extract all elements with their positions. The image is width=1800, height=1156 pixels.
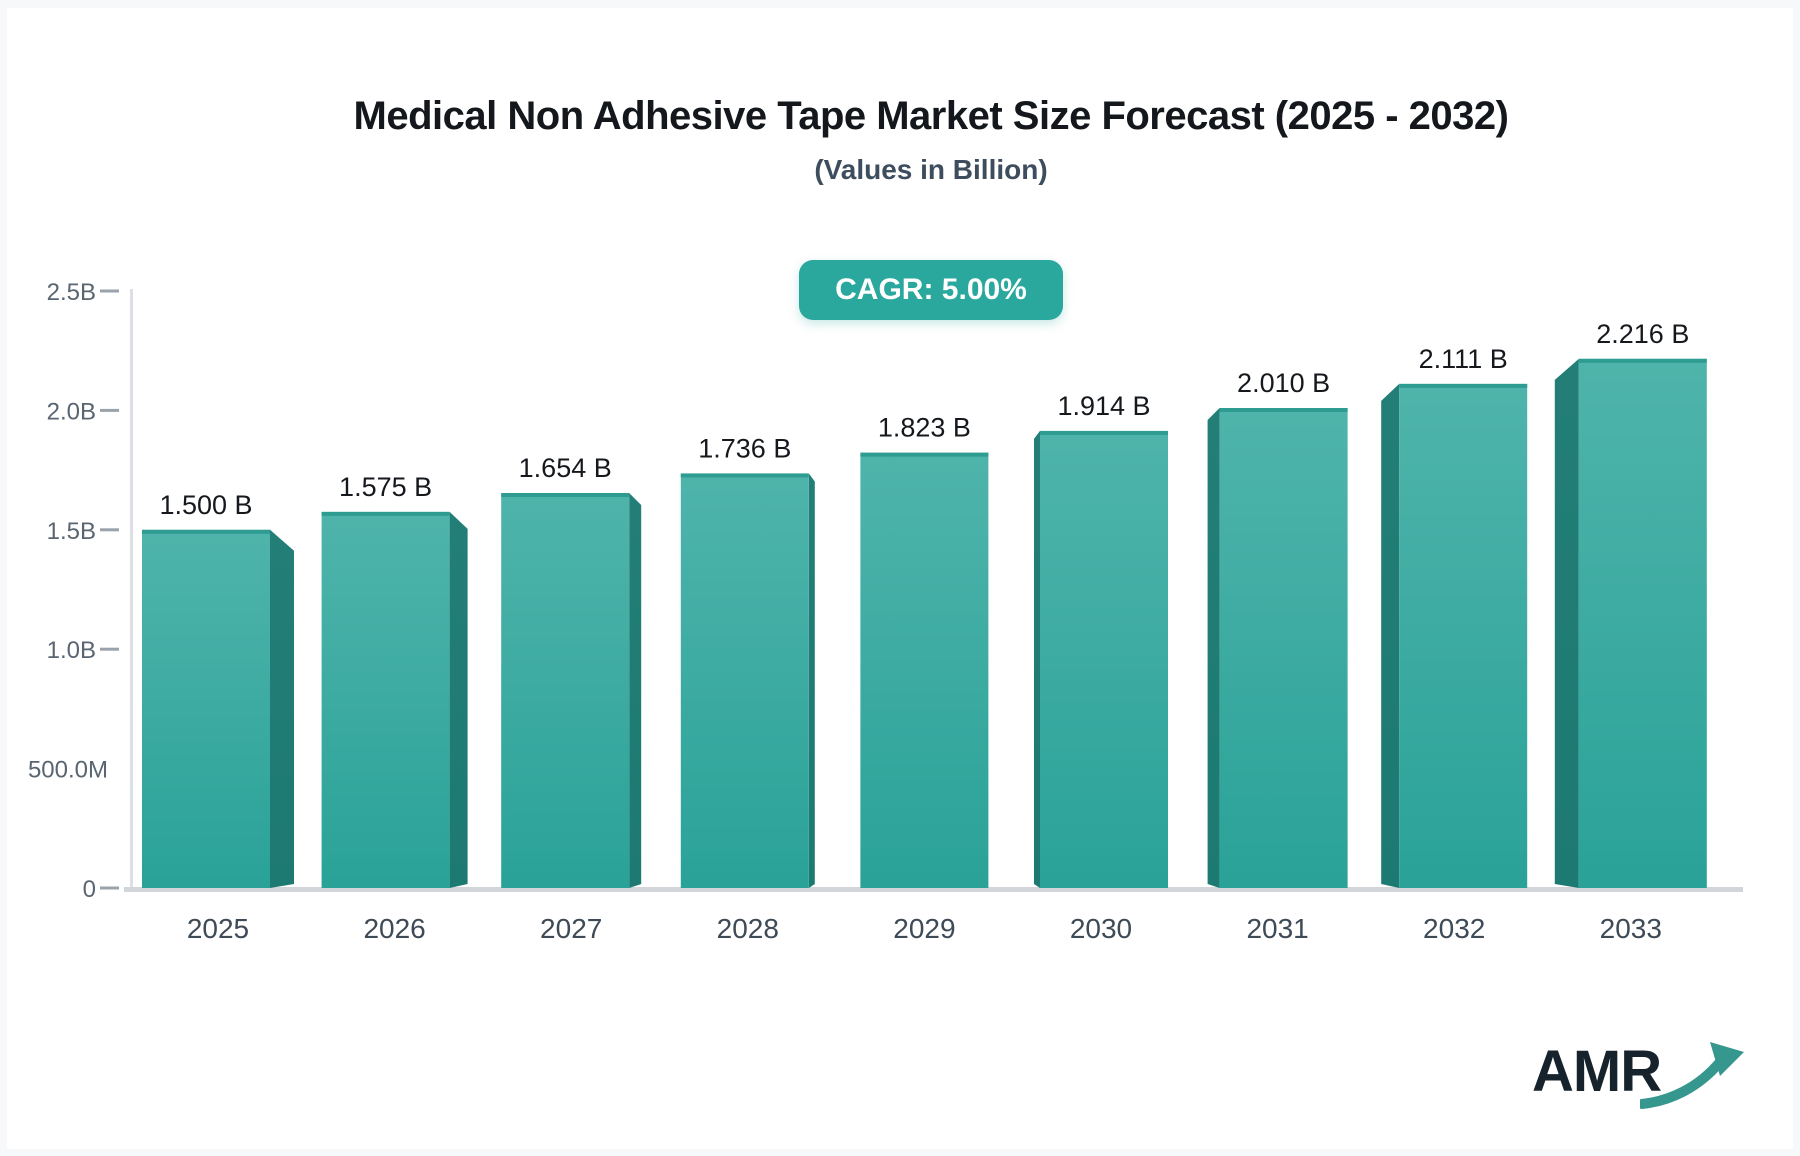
bar <box>680 473 809 888</box>
bar-value-label: 1.500 B <box>159 490 252 520</box>
bar-value-label: 1.654 B <box>519 453 612 483</box>
bar-top-edge <box>1219 408 1348 413</box>
bar-top-edge <box>1399 383 1528 388</box>
y-tick-label: 0 <box>83 876 96 903</box>
x-tick-label: 2028 <box>717 913 779 944</box>
chart-labels: 1.500 B 2025 1.575 B 2026 1.654 B 2027 1.736 B… <box>159 319 1689 944</box>
bar <box>142 529 270 888</box>
chart-card: Medical Non Adhesive Tape Market Size Fo… <box>7 8 1793 1149</box>
x-tick-label: 2025 <box>187 913 249 944</box>
bar-value-label: 2.216 B <box>1596 319 1689 349</box>
chart-title: Medical Non Adhesive Tape Market Size Fo… <box>353 94 1509 138</box>
y-tick-label: 2.0B <box>47 398 96 425</box>
y-tick-label: 1.0B <box>47 637 96 664</box>
bar-top-edge <box>1040 430 1168 435</box>
bar-top-edge <box>680 473 809 478</box>
bar-value-label: 2.111 B <box>1419 344 1508 374</box>
x-tick-label: 2033 <box>1600 913 1662 944</box>
chart-axes: 0 500.0M 1.0B 1.5B 2.0B 2.5B <box>28 279 1743 903</box>
bar-side-face <box>270 529 294 888</box>
x-tick-label: 2030 <box>1070 913 1132 944</box>
bar-side-face <box>629 493 642 888</box>
bar <box>321 511 450 888</box>
cagr-badge-wrap: CAGR: 5.00% <box>31 260 1800 320</box>
bar-value-label: 1.823 B <box>878 413 971 443</box>
bar <box>1219 408 1348 888</box>
bar-top-edge <box>501 493 630 498</box>
chart-subtitle: (Values in Billion) <box>814 154 1048 185</box>
cagr-badge: CAGR: 5.00% <box>799 260 1063 320</box>
bar <box>1578 358 1707 888</box>
bar <box>501 493 630 888</box>
brand-logo-text: AMR <box>1532 1039 1662 1104</box>
bar-value-label: 2.010 B <box>1237 368 1330 398</box>
y-tick-label: 500.0M <box>28 757 108 784</box>
y-tick-label: 2.5B <box>47 279 96 306</box>
bar-side-face <box>1381 383 1400 888</box>
bar-side-face <box>449 511 468 888</box>
y-tick-dash <box>100 647 119 651</box>
bar-value-label: 1.736 B <box>698 433 791 463</box>
bar-side-face <box>1554 358 1579 888</box>
bar-top-edge <box>321 511 450 516</box>
y-tick-label: 1.5B <box>47 518 96 545</box>
bar-value-label: 1.575 B <box>339 472 432 502</box>
bar-top-edge <box>1578 358 1707 363</box>
bar-side-face <box>808 473 815 888</box>
y-tick-dash <box>100 886 119 890</box>
chart-bars <box>142 358 1707 888</box>
y-tick-dash <box>100 528 119 532</box>
y-tick-dash <box>100 289 119 293</box>
bar <box>1040 430 1168 888</box>
x-tick-label: 2026 <box>363 913 425 944</box>
x-tick-label: 2029 <box>893 913 955 944</box>
bar-side-face <box>1034 430 1040 888</box>
bar-side-face <box>1207 408 1220 888</box>
x-tick-label: 2027 <box>540 913 602 944</box>
bar <box>860 452 989 888</box>
bar-top-edge <box>860 452 989 457</box>
bar-top-edge <box>142 529 270 534</box>
x-tick-label: 2032 <box>1423 913 1485 944</box>
bar <box>1399 383 1528 888</box>
brand-logo: AMR <box>1532 1038 1744 1118</box>
y-tick-dash <box>100 408 119 412</box>
growth-arrow-icon <box>1640 1042 1744 1109</box>
bar-value-label: 1.914 B <box>1057 391 1150 421</box>
x-tick-label: 2031 <box>1246 913 1308 944</box>
